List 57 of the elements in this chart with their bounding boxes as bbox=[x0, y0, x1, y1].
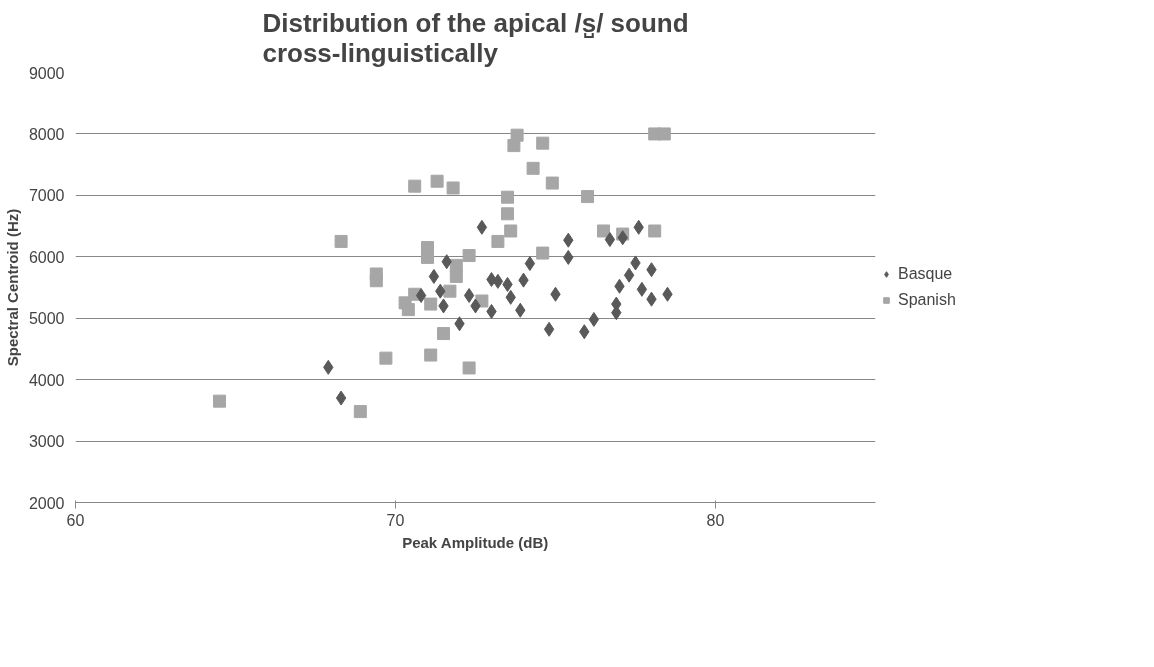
legend-label: Spanish bbox=[898, 291, 956, 309]
point bbox=[536, 136, 550, 150]
point bbox=[623, 267, 635, 283]
point bbox=[430, 174, 444, 188]
point bbox=[446, 181, 460, 195]
point bbox=[424, 297, 438, 311]
point bbox=[401, 303, 415, 317]
point bbox=[636, 281, 648, 297]
point bbox=[443, 284, 457, 298]
point bbox=[415, 287, 427, 303]
point bbox=[545, 176, 559, 190]
y-tick-label: 5000 bbox=[28, 310, 65, 328]
point bbox=[334, 234, 348, 248]
x-tick-label: 70 bbox=[386, 511, 405, 529]
point bbox=[543, 321, 555, 337]
point bbox=[428, 268, 440, 284]
y-tick-label: 4000 bbox=[28, 371, 65, 389]
point bbox=[449, 269, 463, 283]
point bbox=[501, 207, 514, 221]
point bbox=[335, 390, 347, 406]
point bbox=[526, 161, 540, 175]
point bbox=[353, 405, 367, 419]
y-tick-label: 6000 bbox=[28, 248, 65, 266]
point bbox=[476, 219, 488, 235]
legend-label: Basque bbox=[898, 265, 953, 283]
point bbox=[504, 224, 518, 238]
point bbox=[424, 348, 438, 362]
x-tick-label: 60 bbox=[66, 511, 85, 529]
y-tick-label: 3000 bbox=[28, 433, 65, 451]
y-tick-label: 7000 bbox=[28, 187, 65, 205]
x-axis-title: Peak Amplitude (dB) bbox=[402, 533, 549, 551]
x-tick-label: 80 bbox=[706, 511, 725, 529]
point bbox=[462, 249, 476, 263]
point bbox=[581, 190, 594, 204]
point bbox=[588, 311, 600, 327]
point bbox=[536, 246, 550, 260]
point bbox=[604, 232, 616, 248]
point bbox=[463, 287, 475, 303]
point bbox=[369, 274, 383, 288]
point bbox=[524, 256, 536, 272]
point bbox=[507, 139, 521, 153]
point bbox=[408, 179, 422, 193]
point bbox=[462, 361, 476, 375]
point bbox=[501, 190, 514, 204]
point bbox=[379, 351, 393, 365]
y-tick-label: 8000 bbox=[28, 125, 65, 143]
y-tick-label: 9000 bbox=[28, 64, 65, 82]
point bbox=[437, 327, 450, 341]
point bbox=[213, 394, 226, 408]
chart-title: Distribution of the apical /s̺/ sound cross-linguistically bbox=[262, 7, 689, 68]
point bbox=[492, 273, 504, 289]
point bbox=[648, 224, 662, 238]
y-axis-title: Spectral Centroid (Hz) bbox=[3, 208, 21, 367]
point bbox=[491, 234, 505, 248]
y-tick-label: 2000 bbox=[28, 494, 65, 512]
point bbox=[597, 224, 610, 238]
point bbox=[657, 127, 671, 141]
